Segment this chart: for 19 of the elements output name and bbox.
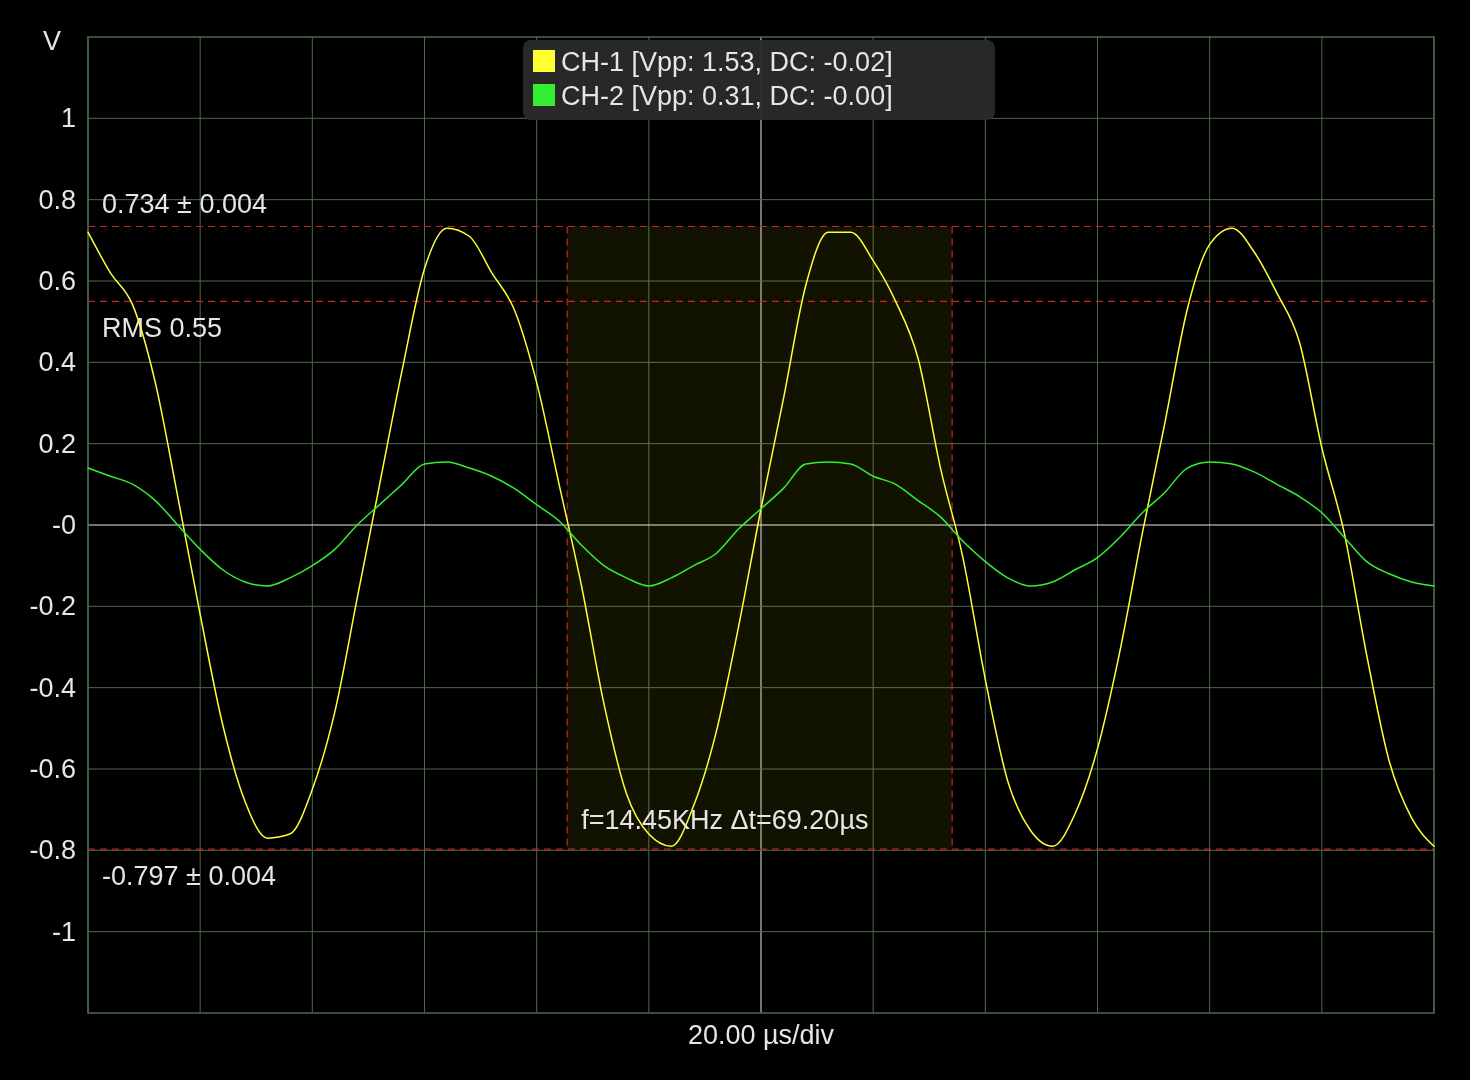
y-tick-label: -0 bbox=[51, 510, 76, 540]
y-tick-label: 0.4 bbox=[38, 347, 76, 378]
y-axis-title: V bbox=[42, 26, 62, 56]
ref-line-label: 0.734 ± 0.004 bbox=[102, 188, 267, 219]
line-series bbox=[87, 227, 1435, 848]
legend-label: CH-2 [Vpp: 0.31, DC: -0.00] bbox=[561, 81, 893, 111]
line-series bbox=[87, 461, 1435, 587]
ref-line-label: -0.797 ± 0.004 bbox=[102, 861, 276, 892]
y-tick-label: 1 bbox=[60, 103, 76, 134]
y-tick-label: -0.6 bbox=[29, 754, 76, 784]
x-axis-title: 20.00 µs/div bbox=[687, 1020, 835, 1050]
y-tick-label: -0.8 bbox=[29, 835, 76, 866]
y-tick-label: 0.2 bbox=[38, 428, 76, 459]
legend-label: CH-1 [Vpp: 1.53, DC: -0.02] bbox=[561, 47, 893, 77]
y-tick-label: -0.2 bbox=[29, 591, 76, 622]
y-tick-label: -1 bbox=[51, 916, 76, 947]
y-tick-label: 0.6 bbox=[38, 266, 76, 296]
y-tick-label: -0.4 bbox=[29, 672, 76, 703]
y-tick-label: 0.8 bbox=[38, 184, 76, 215]
